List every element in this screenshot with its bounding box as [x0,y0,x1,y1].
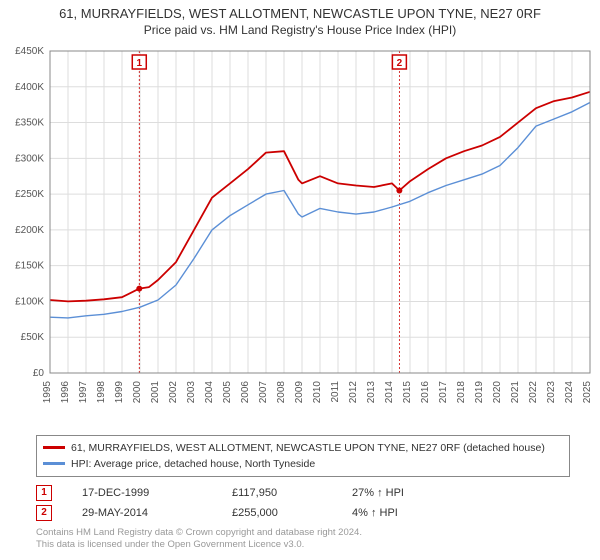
svg-text:2022: 2022 [528,380,539,403]
legend: 61, MURRAYFIELDS, WEST ALLOTMENT, NEWCAS… [36,435,570,477]
svg-text:£200K: £200K [15,225,44,236]
svg-text:2004: 2004 [204,380,215,403]
svg-text:1996: 1996 [60,380,71,403]
svg-text:£250K: £250K [15,189,44,200]
svg-text:2002: 2002 [168,380,179,403]
svg-text:£100K: £100K [15,296,44,307]
svg-text:2019: 2019 [474,380,485,403]
svg-text:2024: 2024 [564,380,575,403]
svg-text:2: 2 [397,58,403,69]
svg-text:2006: 2006 [240,380,251,403]
svg-text:2013: 2013 [366,380,377,403]
footer-line: This data is licensed under the Open Gov… [36,539,570,551]
svg-text:2014: 2014 [384,380,395,403]
svg-text:1995: 1995 [42,380,53,403]
svg-text:1999: 1999 [114,380,125,403]
svg-text:2025: 2025 [582,380,593,403]
footer: Contains HM Land Registry data © Crown c… [36,527,570,552]
svg-text:2020: 2020 [492,380,503,403]
marker-row: 2 29-MAY-2014 £255,000 4% ↑ HPI [36,503,570,523]
svg-text:2009: 2009 [294,380,305,403]
chart-title: 61, MURRAYFIELDS, WEST ALLOTMENT, NEWCAS… [0,0,600,23]
marker-date: 17-DEC-1999 [82,487,202,499]
chart-subtitle: Price paid vs. HM Land Registry's House … [0,23,600,41]
footer-line: Contains HM Land Registry data © Crown c… [36,527,570,539]
svg-text:£400K: £400K [15,82,44,93]
marker-table: 1 17-DEC-1999 £117,950 27% ↑ HPI 2 29-MA… [36,483,570,523]
svg-text:2017: 2017 [438,380,449,403]
svg-text:2018: 2018 [456,380,467,403]
svg-text:2010: 2010 [312,380,323,403]
marker-badge: 1 [36,485,52,501]
svg-text:£150K: £150K [15,261,44,272]
svg-text:2016: 2016 [420,380,431,403]
svg-text:2015: 2015 [402,380,413,403]
svg-text:£450K: £450K [15,46,44,57]
svg-text:2011: 2011 [330,380,341,402]
marker-date: 29-MAY-2014 [82,507,202,519]
svg-text:2008: 2008 [276,380,287,403]
svg-text:2005: 2005 [222,380,233,403]
legend-swatch [43,462,65,465]
svg-text:2023: 2023 [546,380,557,403]
svg-text:1998: 1998 [96,380,107,403]
svg-text:1: 1 [136,58,142,69]
svg-text:2001: 2001 [150,380,161,403]
marker-row: 1 17-DEC-1999 £117,950 27% ↑ HPI [36,483,570,503]
legend-label: 61, MURRAYFIELDS, WEST ALLOTMENT, NEWCAS… [71,442,545,454]
marker-price: £255,000 [232,507,322,519]
legend-swatch [43,446,65,449]
svg-text:£300K: £300K [15,153,44,164]
svg-text:2012: 2012 [348,380,359,403]
svg-text:2000: 2000 [132,380,143,403]
svg-text:£0: £0 [33,368,45,379]
line-chart: £0 £50K £100K £150K £200K £250K £300K £350K £400… [0,41,600,431]
svg-text:2021: 2021 [510,380,521,403]
chart-area: £0 £50K £100K £150K £200K £250K £300K £350K £400… [0,41,600,431]
svg-text:2007: 2007 [258,380,269,403]
legend-item: 61, MURRAYFIELDS, WEST ALLOTMENT, NEWCAS… [43,440,563,456]
svg-text:£350K: £350K [15,117,44,128]
legend-label: HPI: Average price, detached house, Nort… [71,458,315,470]
svg-text:£50K: £50K [21,332,45,343]
marker-pct: 4% ↑ HPI [352,507,452,519]
svg-text:2003: 2003 [186,380,197,403]
marker-price: £117,950 [232,487,322,499]
legend-item: HPI: Average price, detached house, Nort… [43,456,563,472]
marker-pct: 27% ↑ HPI [352,487,452,499]
marker-badge: 2 [36,505,52,521]
svg-text:1997: 1997 [78,380,89,403]
